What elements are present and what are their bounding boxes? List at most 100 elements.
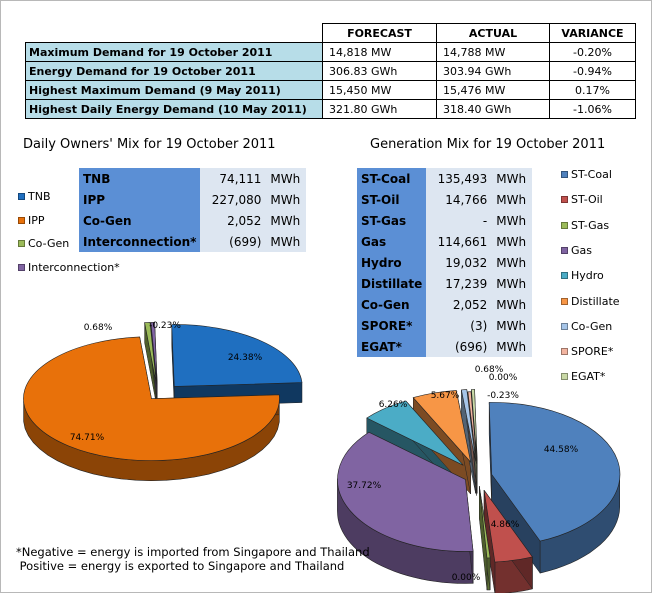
fuel-name: SPORE* [357,315,427,336]
fuel-value: (696) [426,336,491,357]
demand-summary-table: FORECAST ACTUAL VARIANCE Maximum Demand … [25,23,636,119]
fuel-value: 2,052 [426,294,491,315]
table-row: ST-Oil 14,766 MWh [357,189,533,210]
legend-swatch [18,263,25,271]
owner-unit: MWh [264,231,307,252]
owner-unit: MWh [264,168,307,189]
legend-swatch [18,240,25,247]
table-row: SPORE* (3) MWh [357,315,533,336]
legend-label: Hydro [571,269,604,283]
owners-mix-table: TNB 74,111 MWh IPP 227,080 MWh Co-Gen 2,… [79,168,307,252]
pie-data-label: -0.23% [487,391,519,401]
fuel-value: 19,032 [426,252,491,273]
row-label: Maximum Demand for 19 October 2011 [25,42,323,62]
fuel-unit: MWh [490,168,533,189]
pie-slice-st-gas [479,486,491,559]
legend-label: SPORE* [571,345,614,359]
pie-slice-hydro [366,400,464,466]
pie-slice-gas [337,431,474,552]
pie-data-label: 5.67% [431,391,460,401]
owner-name: Interconnection* [79,231,201,252]
owner-value: (699) [200,231,265,252]
owner-name: Co-Gen [79,210,201,231]
legend-swatch [561,196,568,204]
footnote: *Negative = energy is imported from Sing… [16,545,370,573]
fuel-value: 14,766 [426,189,491,210]
generation-mix-table: ST-Coal 135,493 MWh ST-Oil 14,766 MWh ST… [357,168,533,357]
footnote-line-1: *Negative = energy is imported from Sing… [16,545,370,559]
table-row: ST-Coal 135,493 MWh [357,168,533,189]
legend-swatch [18,216,25,224]
owner-value: 2,052 [200,210,265,231]
table-row: Hydro 19,032 MWh [357,252,533,273]
pie-data-label: 44.58% [544,445,579,455]
fuel-name: ST-Coal [357,168,427,189]
pie-slice-distillate [412,390,472,464]
fuel-unit: MWh [490,210,533,231]
legend-swatch [561,297,568,305]
legend-item: ST-Oil [561,193,603,206]
fuel-name: ST-Oil [357,189,427,210]
legend-swatch [561,272,568,280]
variance-value: -0.20% [549,42,636,62]
pie-slice-egat [471,389,478,462]
pie-slice-spore [467,391,477,464]
pie-data-label: -0.23% [149,321,181,331]
legend-item: IPP [18,214,45,227]
legend-label: Co-Gen [571,319,613,333]
owner-name: IPP [79,189,201,210]
table-row: Energy Demand for 19 October 2011 306.83… [25,61,636,81]
owner-name: TNB [79,168,201,189]
actual-value: 318.40 GWh [436,99,550,119]
table-row: Maximum Demand for 19 October 2011 14,81… [25,42,636,62]
pie-data-label: 24.38% [228,353,263,363]
legend-label: ST-Gas [571,218,610,232]
legend-label: Distillate [571,294,620,308]
legend-item: Hydro [561,269,604,282]
legend-item: ST-Coal [561,168,612,181]
fuel-unit: MWh [490,189,533,210]
fuel-name: ST-Gas [357,210,427,231]
variance-value: -1.06% [549,99,636,119]
legend-label: Interconnection* [28,260,120,274]
legend-label: ST-Oil [571,193,603,207]
fuel-name: Gas [357,231,427,252]
table-row: TNB 74,111 MWh [79,168,307,189]
pie-slice-ipp [23,336,280,461]
legend-swatch [561,221,568,229]
fuel-value: 17,239 [426,273,491,294]
table-row: Distillate 17,239 MWh [357,273,533,294]
owner-unit: MWh [264,189,307,210]
fuel-value: 135,493 [426,168,491,189]
legend-label: TNB [28,190,51,203]
legend-label: Co-Gen [28,237,70,250]
fuel-value: (3) [426,315,491,336]
fuel-value: 114,661 [426,231,491,252]
pie-slice-st-coal [488,402,621,542]
legend-item: ST-Gas [561,219,609,232]
pie-slice-co-gen [144,322,157,385]
legend-swatch [561,348,568,356]
legend-swatch [561,373,568,381]
legend-label: EGAT* [571,370,606,384]
owner-value: 227,080 [200,189,265,210]
pie-data-label: 37.72% [347,481,382,491]
pie-slice-interconnection [150,322,158,385]
table-row: IPP 227,080 MWh [79,189,307,210]
legend-item: SPORE* [561,345,613,358]
pie-data-label: 0.00% [452,573,481,583]
fuel-value: - [426,210,491,231]
legend-label: ST-Coal [571,168,612,181]
forecast-value: 306.83 GWh [322,61,437,81]
table-row: Gas 114,661 MWh [357,231,533,252]
legend-item: TNB [18,190,51,203]
fuel-unit: MWh [490,231,533,252]
table-row: Co-Gen 2,052 MWh [79,210,307,231]
actual-value: 15,476 MW [436,80,550,100]
table-row: Co-Gen 2,052 MWh [357,294,533,315]
row-label: Highest Daily Energy Demand (10 May 2011… [25,99,323,119]
legend-swatch [561,171,568,178]
pie-data-label: 0.68% [475,365,504,375]
pie-data-label: 74.71% [70,433,105,443]
